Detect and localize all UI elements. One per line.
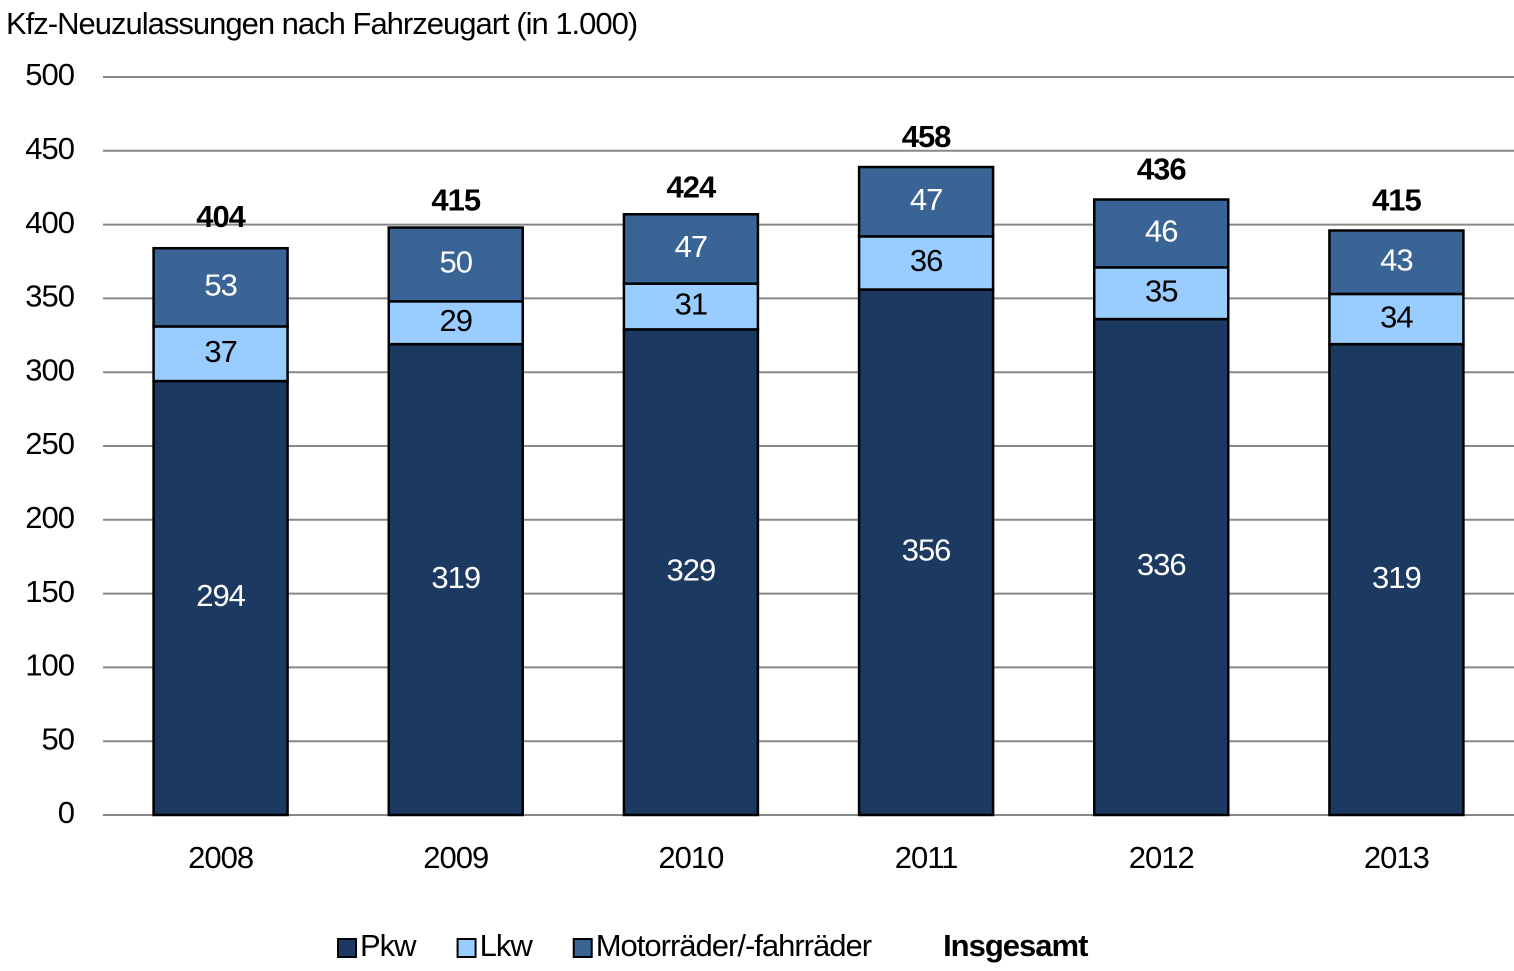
bar-segment bbox=[387, 342, 524, 817]
data-label: 319 bbox=[1372, 560, 1421, 595]
total-label: 415 bbox=[431, 183, 480, 218]
bar-segment bbox=[622, 213, 760, 285]
data-label: 36 bbox=[910, 243, 942, 278]
data-label: 31 bbox=[675, 287, 707, 322]
bar-segment bbox=[1093, 198, 1230, 269]
data-label: 47 bbox=[675, 229, 707, 264]
y-tick-label: 100 bbox=[25, 648, 74, 683]
x-tick-label: 2012 bbox=[1129, 840, 1194, 875]
data-label: 35 bbox=[1145, 273, 1177, 308]
legend-swatch bbox=[456, 938, 477, 958]
data-label: 34 bbox=[1380, 299, 1413, 334]
bar-segment bbox=[152, 325, 289, 383]
data-label: 329 bbox=[667, 552, 716, 587]
bar-segment bbox=[857, 235, 995, 291]
y-tick-label: 150 bbox=[25, 574, 74, 609]
total-label: 436 bbox=[1137, 152, 1186, 187]
total-label: 415 bbox=[1372, 183, 1421, 218]
bar-segment bbox=[857, 288, 995, 817]
x-tick-label: 2009 bbox=[423, 840, 488, 875]
data-label: 53 bbox=[204, 268, 236, 303]
y-tick-label: 0 bbox=[58, 795, 75, 830]
legend-label: Motorräder/-fahrräder bbox=[596, 928, 872, 963]
x-tick-label: 2010 bbox=[658, 840, 724, 875]
y-tick-label: 250 bbox=[25, 426, 74, 461]
bar-segment bbox=[857, 165, 995, 238]
data-label: 336 bbox=[1137, 547, 1186, 582]
data-label: 29 bbox=[440, 303, 472, 338]
y-tick-label: 350 bbox=[25, 279, 74, 314]
y-tick-label: 300 bbox=[25, 352, 74, 387]
legend-label: Pkw bbox=[360, 928, 417, 963]
legend-swatch bbox=[337, 938, 357, 958]
bar-segment bbox=[387, 226, 524, 303]
total-label: 458 bbox=[902, 119, 951, 154]
data-label: 37 bbox=[204, 334, 236, 369]
data-label: 43 bbox=[1380, 242, 1412, 277]
data-label: 294 bbox=[196, 578, 245, 613]
y-tick-label: 500 bbox=[25, 57, 74, 92]
data-label: 319 bbox=[431, 560, 480, 595]
data-label: 356 bbox=[902, 532, 951, 567]
bar-segment bbox=[152, 379, 289, 817]
legend-label: Lkw bbox=[480, 928, 534, 963]
bar-segment bbox=[1093, 317, 1230, 817]
data-label: 46 bbox=[1145, 214, 1177, 249]
data-label: 50 bbox=[440, 245, 473, 280]
total-label: 424 bbox=[667, 169, 717, 204]
y-tick-label: 450 bbox=[25, 131, 74, 166]
y-tick-label: 200 bbox=[25, 500, 74, 535]
legend-label: Insgesamt bbox=[943, 928, 1088, 963]
bar-segment bbox=[1328, 229, 1465, 296]
bar-segment bbox=[1328, 342, 1465, 817]
data-label: 47 bbox=[910, 182, 942, 217]
bar-segment bbox=[152, 246, 289, 328]
total-label: 404 bbox=[196, 199, 246, 234]
x-tick-label: 2011 bbox=[895, 840, 958, 875]
chart-title: Kfz-Neuzulassungen nach Fahrzeugart (in … bbox=[6, 6, 637, 41]
x-tick-label: 2013 bbox=[1364, 840, 1429, 875]
x-tick-label: 2008 bbox=[188, 840, 253, 875]
bar-segment bbox=[387, 300, 524, 346]
legend-swatch bbox=[572, 938, 593, 958]
y-tick-label: 400 bbox=[25, 205, 74, 240]
y-tick-label: 50 bbox=[42, 721, 75, 756]
